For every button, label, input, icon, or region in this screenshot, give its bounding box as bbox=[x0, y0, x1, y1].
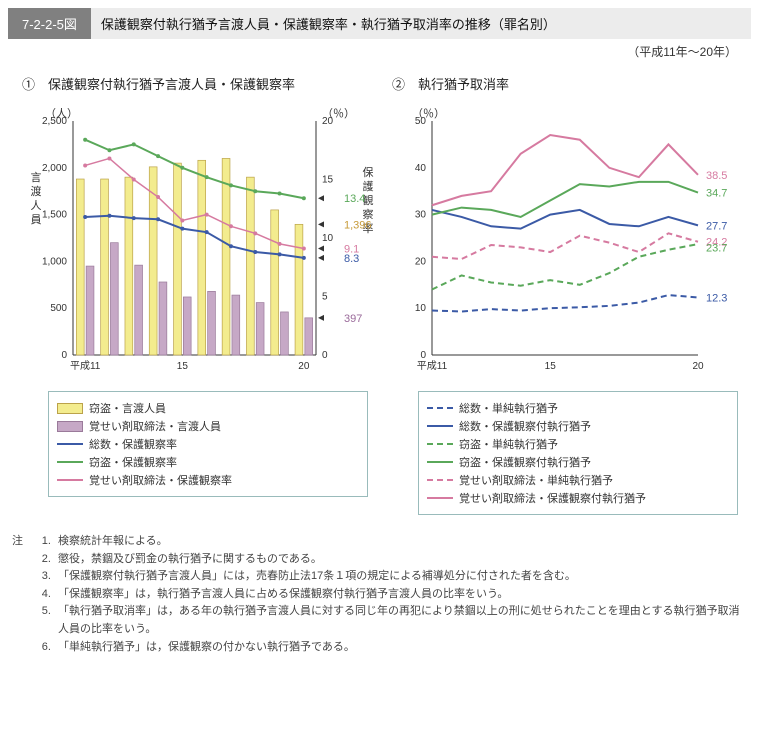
note-item: 「執行猶予取消率」は，ある年の執行猶予言渡人員に対する同じ年の再犯により禁錮以上… bbox=[54, 603, 747, 638]
notes-head: 注 bbox=[12, 533, 34, 656]
note-item: 「単純執行猶予」は，保護観察の付かない執行猶予である。 bbox=[54, 639, 747, 657]
svg-text:30: 30 bbox=[415, 210, 427, 221]
chart2-svg: 01020304050（％）平成11152038.534.727.724.223… bbox=[388, 103, 748, 383]
svg-text:言: 言 bbox=[31, 171, 42, 184]
svg-text:12.3: 12.3 bbox=[706, 292, 727, 304]
svg-text:34.7: 34.7 bbox=[706, 188, 727, 200]
svg-text:5: 5 bbox=[322, 292, 328, 303]
svg-text:8.3: 8.3 bbox=[344, 253, 359, 265]
svg-text:15: 15 bbox=[177, 361, 189, 372]
svg-text:2,000: 2,000 bbox=[42, 163, 67, 174]
notes-section: 注 検察統計年報による。懲役，禁錮及び罰金の執行猶予に関するものである。「保護観… bbox=[12, 533, 747, 656]
svg-text:13.4: 13.4 bbox=[344, 193, 365, 205]
svg-text:397: 397 bbox=[344, 313, 362, 325]
svg-text:15: 15 bbox=[545, 361, 557, 372]
svg-text:20: 20 bbox=[298, 361, 310, 372]
svg-text:（％）: （％） bbox=[412, 107, 445, 120]
note-item: 懲役，禁錮及び罰金の執行猶予に関するものである。 bbox=[54, 551, 747, 569]
svg-text:1,396: 1,396 bbox=[344, 219, 372, 231]
svg-text:0: 0 bbox=[420, 350, 426, 361]
svg-text:護: 護 bbox=[363, 179, 374, 193]
legend-item: 窃盗・保護観察率 bbox=[57, 454, 359, 470]
svg-text:平成11: 平成11 bbox=[417, 360, 448, 372]
legend-item: 覚せい剤取締法・単純執行猶予 bbox=[427, 472, 729, 488]
svg-text:38.5: 38.5 bbox=[706, 170, 727, 182]
notes-list: 検察統計年報による。懲役，禁錮及び罰金の執行猶予に関するものである。「保護観察付… bbox=[34, 533, 747, 656]
figure-number: 7-2-2-5図 bbox=[8, 8, 91, 39]
svg-text:1,500: 1,500 bbox=[42, 210, 67, 221]
svg-text:1,000: 1,000 bbox=[42, 256, 67, 267]
svg-text:20: 20 bbox=[415, 256, 427, 267]
svg-text:0: 0 bbox=[61, 350, 67, 361]
legend-item: 総数・保護観察率 bbox=[57, 436, 359, 452]
chart1-legend: 窃盗・言渡人員覚せい剤取締法・言渡人員総数・保護観察率窃盗・保護観察率覚せい剤取… bbox=[48, 391, 368, 497]
svg-text:保: 保 bbox=[363, 165, 374, 179]
chart2-subtitle: ② 執行猶予取消率 bbox=[392, 74, 748, 93]
svg-text:27.7: 27.7 bbox=[706, 220, 727, 232]
svg-text:0: 0 bbox=[322, 350, 328, 361]
chart1-subtitle: ① 保護観察付執行猶予言渡人員・保護観察率 bbox=[22, 74, 378, 93]
svg-text:人: 人 bbox=[31, 199, 42, 212]
legend-item: 窃盗・保護観察付執行猶予 bbox=[427, 454, 729, 470]
svg-text:15: 15 bbox=[322, 175, 334, 186]
svg-text:（％）: （％） bbox=[322, 107, 355, 120]
legend-item: 覚せい剤取締法・保護観察率 bbox=[57, 472, 359, 488]
chart1-svg: 05001,0001,5002,0002,50005101520（人）（％）言渡… bbox=[18, 103, 378, 383]
legend-item: 覚せい剤取締法・保護観察付執行猶予 bbox=[427, 490, 729, 506]
figure-header: 7-2-2-5図 保護観察付執行猶予言渡人員・保護観察率・執行猶予取消率の推移（… bbox=[8, 8, 751, 39]
legend-item: 覚せい剤取締法・言渡人員 bbox=[57, 418, 359, 434]
note-item: 「保護観察付執行猶予言渡人員」には，売春防止法17条１項の規定による補導処分に付… bbox=[54, 568, 747, 586]
svg-text:23.7: 23.7 bbox=[706, 242, 727, 254]
chart2-column: ② 執行猶予取消率 01020304050（％）平成11152038.534.7… bbox=[388, 68, 748, 515]
svg-text:20: 20 bbox=[692, 361, 704, 372]
svg-text:渡: 渡 bbox=[31, 184, 42, 198]
svg-text:平成11: 平成11 bbox=[70, 360, 101, 372]
svg-text:10: 10 bbox=[322, 233, 334, 244]
svg-text:員: 員 bbox=[31, 213, 42, 226]
period-label: （平成11年～20年） bbox=[8, 43, 737, 60]
note-item: 「保護観察率」は，執行猶予言渡人員に占める保護観察付執行猶予言渡人員の比率をいう… bbox=[54, 586, 747, 604]
chart1-column: ① 保護観察付執行猶予言渡人員・保護観察率 0 500 1,000 1,500 2,00… bbox=[18, 68, 378, 515]
svg-text:（人）: （人） bbox=[45, 107, 78, 120]
svg-text:40: 40 bbox=[415, 163, 427, 174]
legend-item: 窃盗・言渡人員 bbox=[57, 400, 359, 416]
legend-item: 総数・保護観察付執行猶予 bbox=[427, 418, 729, 434]
svg-text:10: 10 bbox=[415, 303, 427, 314]
legend-item: 総数・単純執行猶予 bbox=[427, 400, 729, 416]
note-item: 検察統計年報による。 bbox=[54, 533, 747, 551]
svg-text:500: 500 bbox=[50, 303, 67, 314]
figure-title: 保護観察付執行猶予言渡人員・保護観察率・執行猶予取消率の推移（罪名別） bbox=[91, 8, 751, 39]
legend-item: 窃盗・単純執行猶予 bbox=[427, 436, 729, 452]
chart2-legend: 総数・単純執行猶予総数・保護観察付執行猶予窃盗・単純執行猶予窃盗・保護観察付執行… bbox=[418, 391, 738, 515]
